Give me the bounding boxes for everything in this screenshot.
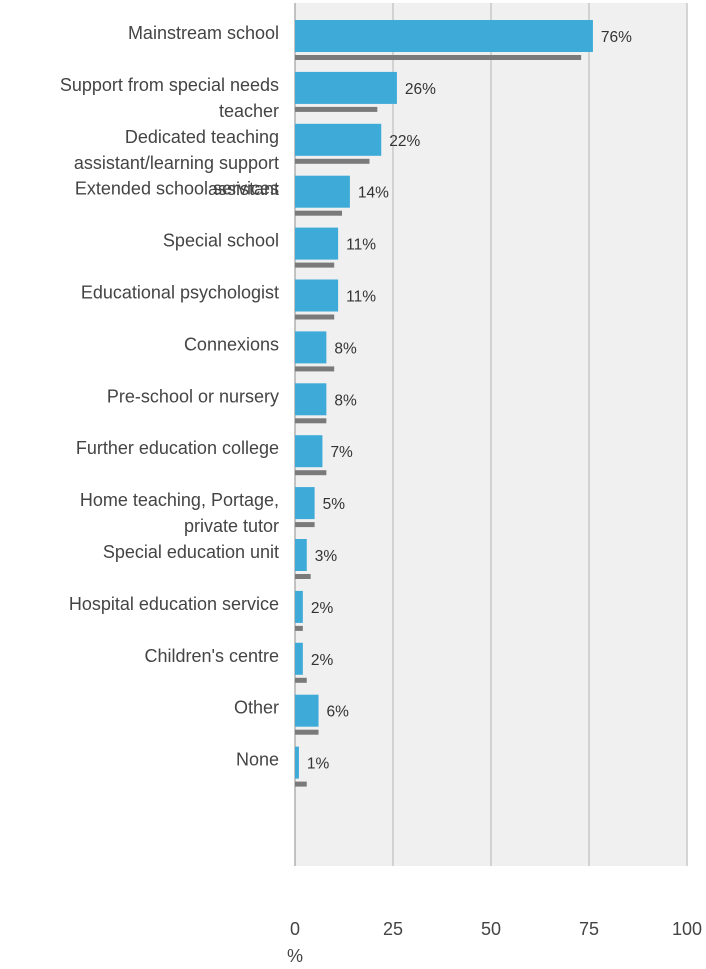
bar-comparison [295,106,378,112]
category-label: Special school [163,231,279,251]
data-label: 22% [389,133,420,150]
bar-comparison [295,781,307,787]
bar-primary [295,694,319,727]
tick-label: 25 [383,919,403,939]
bar-primary [295,227,339,260]
bar-primary [295,487,315,520]
data-label: 8% [334,392,357,409]
bar-primary [295,331,327,364]
category-labels: Mainstream school Support from special ne… [60,23,279,770]
x-axis-ticks: 0 25 50 75 100 [290,919,702,939]
data-label: 26% [405,81,436,98]
bar-comparison [295,366,335,372]
category-label: Educational psychologist [81,283,279,303]
category-label: Children's centre [145,646,280,666]
bar-comparison [295,262,335,268]
bar-comparison [295,574,311,579]
data-label: 11% [346,289,376,306]
bar-primary [295,279,339,312]
bar-primary [295,746,299,779]
bar-comparison [295,418,327,424]
bar-primary [295,20,593,52]
category-label: Hospital education service [69,594,279,614]
data-label: 2% [311,600,334,617]
bar-comparison [295,210,343,216]
bar-comparison [295,677,307,683]
tick-label: 0 [290,919,300,939]
bar-comparison [295,522,315,528]
data-label: 6% [327,704,350,721]
bar-primary [295,71,397,104]
data-label: 1% [307,756,330,773]
bar-comparison [295,729,319,735]
bar-primary [295,123,382,156]
category-label: Connexions [184,334,279,354]
category-label: Special education unit [103,542,279,562]
x-axis-title: % [287,946,303,966]
bars: 76% 26% 22% 14% 11% 11% 8% 8% 7% 5% 3% 2% 2% 6% 1% [295,20,632,787]
category-label: Further education college [76,438,279,458]
bar-comparison [295,158,370,164]
category-label: Extended school services [75,179,279,199]
bar-primary [295,642,303,675]
data-label: 11% [346,237,376,254]
data-label: 2% [311,652,334,669]
category-label: Home teaching, Portage, private tutor [80,490,279,536]
tick-label: 75 [579,919,599,939]
data-label: 14% [358,185,389,202]
bar-comparison [295,470,327,476]
bar-primary [295,383,327,416]
tick-label: 50 [481,919,501,939]
category-label: Dedicated teaching assistant/learning sup… [74,127,279,199]
data-label: 5% [323,496,346,513]
data-label: 8% [334,340,357,357]
category-label: Support from special needs teacher [60,75,279,121]
data-label: 7% [330,444,353,461]
bar-primary [295,175,350,208]
category-label: None [236,750,279,770]
tick-label: 100 [672,919,702,939]
data-label: 76% [601,29,632,46]
bar-comparison [295,314,335,320]
bar-primary [295,539,307,571]
category-label: Other [234,698,279,718]
data-label: 3% [315,548,338,565]
bar-comparison [295,55,582,60]
category-label: Mainstream school [128,23,279,43]
bar-primary [295,590,303,623]
bar-primary [295,435,323,468]
bar-comparison [295,625,303,631]
category-label: Pre-school or nursery [107,386,279,406]
